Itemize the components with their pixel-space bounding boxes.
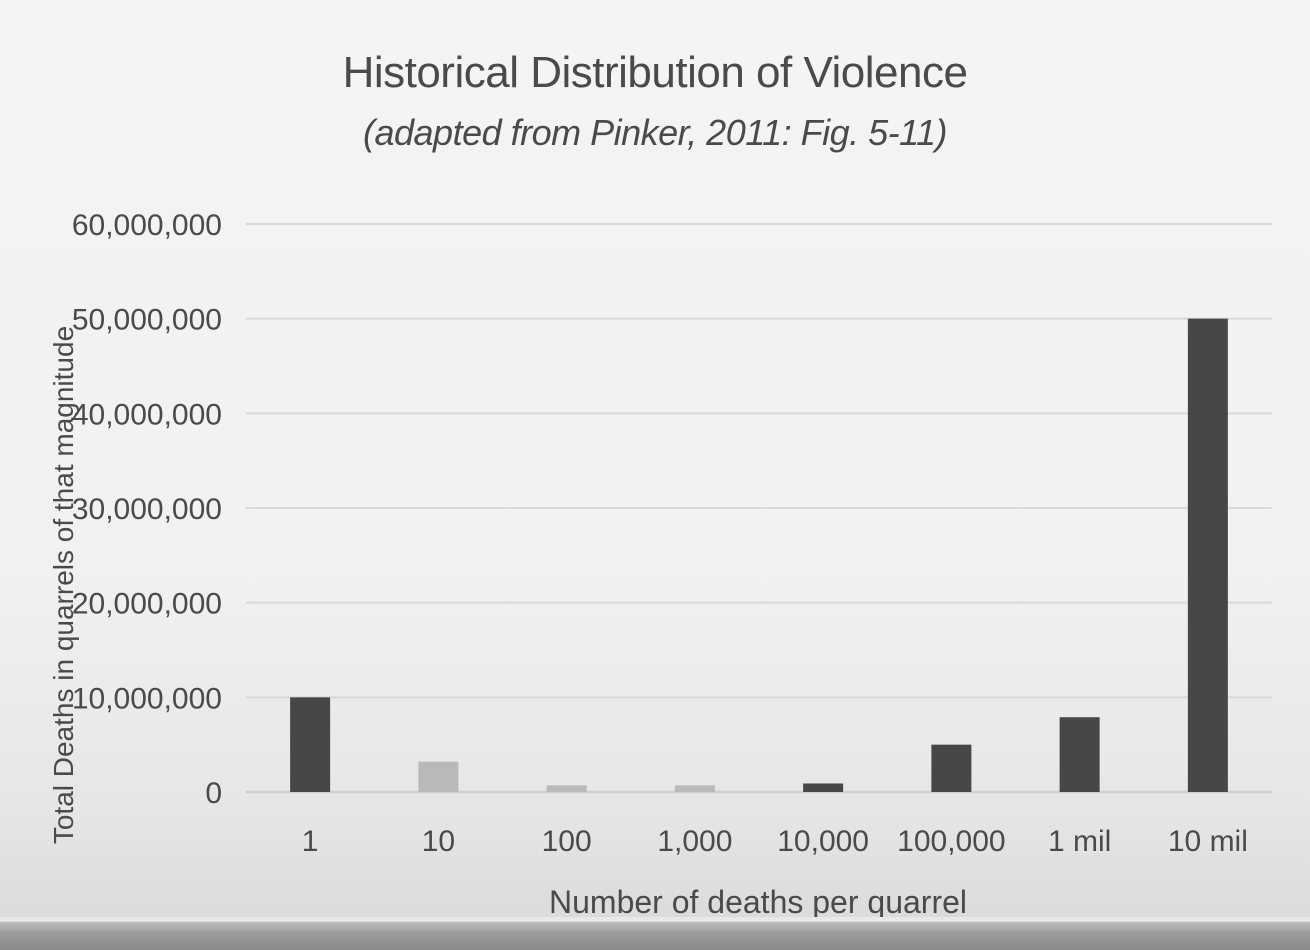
bars [290, 318, 1228, 792]
y-tick-label: 30,000,000 [72, 493, 222, 526]
y-axis-label: Total Deaths in quarrels of that magnitu… [48, 326, 79, 844]
bar-3 [546, 785, 587, 792]
y-tick-label: 0 [205, 777, 222, 810]
x-tick-labels: 1 10 100 1,000 10,000 100,000 1 mil 10 mil [302, 825, 1248, 858]
video-control-bar [0, 922, 1310, 950]
x-tick-label: 10,000 [777, 825, 869, 858]
y-tick-label: 10,000,000 [72, 682, 222, 715]
bar-4 [674, 785, 715, 792]
bar-7 [1059, 717, 1100, 792]
x-tick-label: 1 [302, 825, 319, 858]
x-tick-label: 10 [422, 825, 455, 858]
x-axis-label: Number of deaths per quarrel [549, 884, 967, 920]
slide-bottom-divider [0, 917, 1310, 921]
x-tick-label: 100,000 [897, 825, 1005, 858]
x-tick-label: 1 mil [1048, 825, 1111, 858]
bar-2 [418, 761, 459, 792]
y-tick-label: 40,000,000 [72, 398, 222, 431]
y-tick-labels: 0 10,000,000 20,000,000 30,000,000 40,000,00… [72, 209, 222, 810]
chart-title: Historical Distribution of Violence [342, 48, 968, 97]
bar-5 [803, 783, 844, 792]
bar-6 [931, 744, 972, 792]
x-tick-label: 100 [542, 825, 592, 858]
gridlines [246, 223, 1272, 794]
chart-subtitle: (adapted from Pinker, 2011: Fig. 5-11) [363, 112, 947, 153]
y-tick-label: 60,000,000 [72, 209, 222, 242]
y-tick-label: 20,000,000 [72, 588, 222, 621]
bar-8 [1187, 318, 1228, 792]
x-tick-label: 1,000 [657, 825, 732, 858]
y-tick-label: 50,000,000 [72, 304, 222, 337]
bar-1 [290, 697, 331, 792]
x-tick-label: 10 mil [1168, 825, 1248, 858]
